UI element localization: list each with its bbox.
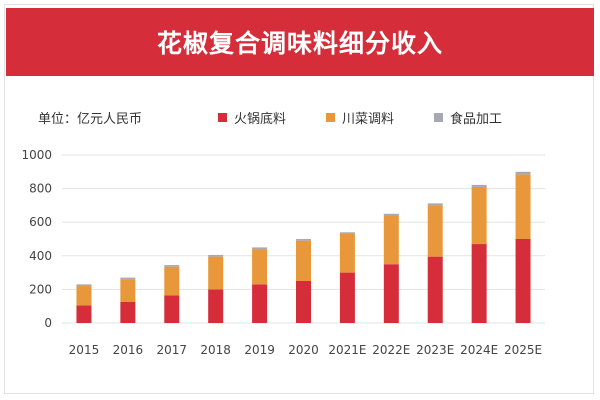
y-tick-label: 0 xyxy=(44,316,52,330)
legend-swatch-sichuan xyxy=(326,113,336,122)
bar-food xyxy=(252,247,268,250)
legend-item-hotpot: 火锅底料 xyxy=(218,108,286,127)
bar-hotpot xyxy=(339,272,355,323)
bar-hotpot xyxy=(252,284,268,323)
bar-sichuan xyxy=(120,279,136,302)
bar-sichuan xyxy=(76,286,92,306)
bar-food xyxy=(208,254,224,257)
bar-sichuan xyxy=(339,233,355,273)
chart-title: 花椒复合调味料细分收入 xyxy=(156,29,443,58)
y-tick-label: 200 xyxy=(29,282,52,296)
bar-sichuan xyxy=(471,186,487,245)
y-tick-label: 600 xyxy=(29,215,52,229)
x-tick-label: 2019 xyxy=(244,343,275,357)
bar-hotpot xyxy=(76,305,92,323)
bar-sichuan xyxy=(164,266,180,296)
x-tick-label: 2023E xyxy=(416,343,454,357)
bar-food xyxy=(76,284,92,287)
bar-sichuan xyxy=(515,174,531,239)
bar-hotpot xyxy=(164,295,180,323)
bar-food xyxy=(515,171,531,175)
legend-swatch-food xyxy=(434,113,444,122)
bar-hotpot xyxy=(427,256,443,323)
bar-hotpot xyxy=(383,264,399,323)
bar-hotpot xyxy=(471,244,487,323)
bar-food xyxy=(383,213,399,216)
legend-label-sichuan: 川菜调料 xyxy=(342,112,395,127)
bar-food xyxy=(164,265,180,267)
x-tick-label: 2022E xyxy=(372,343,410,357)
x-tick-label: 2015 xyxy=(69,343,100,357)
legend: 火锅底料 川菜调料 食品加工 xyxy=(218,108,542,127)
legend-item-sichuan: 川菜调料 xyxy=(326,108,394,127)
bar-food xyxy=(471,184,487,187)
x-tick-label: 2016 xyxy=(113,343,144,357)
bar-sichuan xyxy=(252,249,268,285)
x-tick-labels: 2015 2016 2017 2018 2019 2020 2021E 2022E 2023E 2… xyxy=(69,343,542,357)
bar-hotpot xyxy=(208,289,224,323)
title-banner: 花椒复合调味料细分收入 xyxy=(6,8,594,76)
x-tick-label: 2025E xyxy=(504,343,542,357)
x-tick-label: 2018 xyxy=(200,343,231,357)
bar-food xyxy=(339,232,355,234)
legend-item-food: 食品加工 xyxy=(434,108,502,127)
y-tick-label: 1000 xyxy=(21,148,52,162)
bar-hotpot xyxy=(515,239,531,323)
y-tick-label: 800 xyxy=(29,182,52,196)
y-tick-labels: 0 200 400 600 800 1000 xyxy=(21,148,52,330)
legend-swatch-hotpot xyxy=(218,113,227,122)
bar-food xyxy=(427,203,443,206)
bar-food xyxy=(296,239,311,241)
bar-sichuan xyxy=(296,240,311,281)
unit-label: 单位：亿元人民币 xyxy=(38,112,143,127)
x-tick-label: 2021E xyxy=(328,343,366,357)
bar-hotpot xyxy=(296,281,311,323)
x-tick-label: 2017 xyxy=(156,343,187,357)
legend-label-hotpot: 火锅底料 xyxy=(234,112,287,127)
y-tick-label: 400 xyxy=(29,249,52,263)
legend-label-food: 食品加工 xyxy=(450,112,503,127)
x-tick-label: 2024E xyxy=(460,343,498,357)
bar-sichuan xyxy=(208,256,224,290)
bar-sichuan xyxy=(427,205,443,257)
bar-sichuan xyxy=(383,215,399,265)
bar-hotpot xyxy=(120,302,136,323)
bar-food xyxy=(120,277,136,280)
bars xyxy=(76,171,531,323)
x-tick-label: 2020 xyxy=(288,343,319,357)
